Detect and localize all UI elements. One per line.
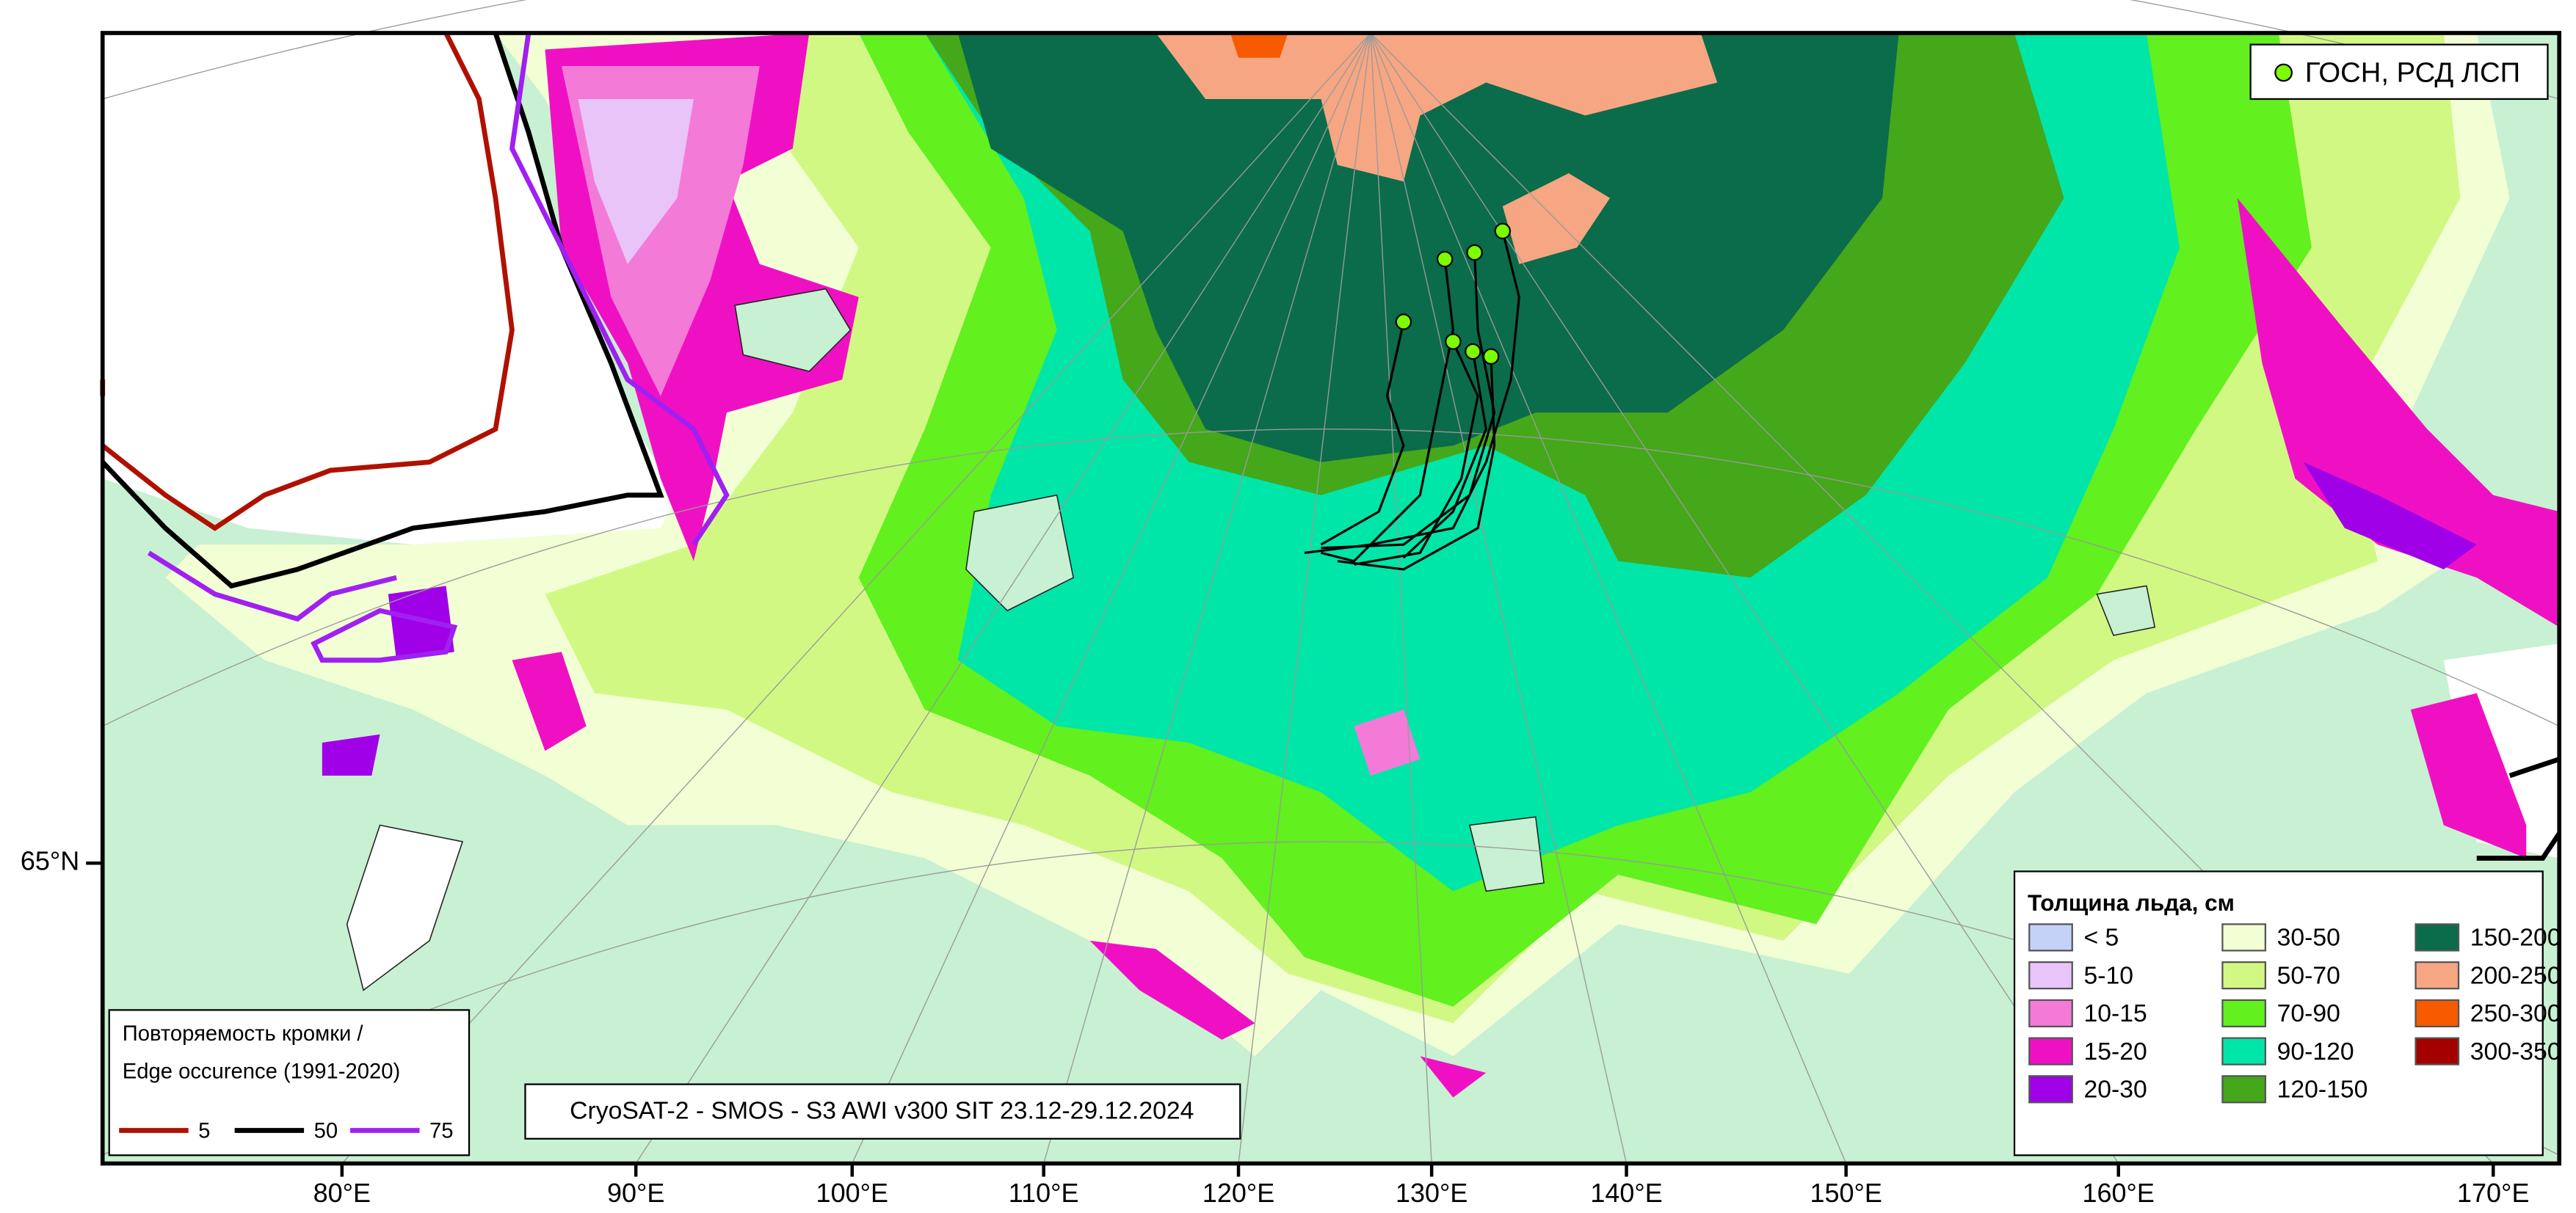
legend-swatch [2221, 1075, 2267, 1104]
ice-legend-title: Толщина льда, см [2028, 890, 2235, 916]
legend-swatch [2221, 923, 2267, 952]
source-box [524, 1083, 1241, 1140]
lon-label: 170°E [2457, 1178, 2529, 1208]
legend-swatch [2414, 923, 2460, 952]
lon-label: 100°E [816, 1178, 888, 1208]
lon-label: 140°E [1590, 1178, 1662, 1208]
ice-zone [322, 734, 380, 776]
station-legend-box [2249, 43, 2549, 101]
station [1395, 313, 1412, 330]
ice-zone [1089, 940, 1255, 1040]
edge-legend-title: Edge occurence (1991-2020) [123, 1060, 400, 1084]
legend-swatch [2028, 961, 2073, 990]
island [965, 494, 1075, 612]
edge-line [101, 32, 664, 589]
ice-zone [2303, 462, 2477, 569]
legend-swatch [2028, 999, 2073, 1027]
ice-zone [957, 32, 1899, 462]
lon-label: 160°E [2083, 1178, 2155, 1208]
station [1466, 244, 1483, 261]
legend-label: 10-15 [2084, 999, 2147, 1027]
edge-legend-label: 50 [314, 1120, 338, 1143]
station [1482, 348, 1500, 365]
ice-zone [512, 652, 587, 751]
lon-labels: 80°E 90°E 100°E 110°E 120°E 130°E 140°E 150°E 16… [313, 1163, 2529, 1208]
ice-zone [2410, 693, 2527, 859]
legend-label: 20-30 [2084, 1075, 2147, 1103]
ice-legend-items: < 5 5-10 10-15 15-20 20-30 30-50 50-70 70-90 90-… [2028, 923, 2561, 1104]
lon-label: 150°E [1810, 1178, 1882, 1208]
lon-label: 130°E [1396, 1178, 1467, 1208]
legend-label: 50-70 [2277, 961, 2340, 989]
legend-label: 70-90 [2277, 999, 2340, 1027]
legend-swatch [2414, 999, 2460, 1027]
legend-swatch [2221, 1037, 2267, 1066]
ice-zone [1502, 173, 1611, 264]
open-water [102, 32, 694, 578]
stations [1395, 222, 1512, 365]
station [1445, 333, 1462, 350]
lake [346, 824, 464, 991]
station [1465, 343, 1481, 360]
source-label: CryoSAT-2 - SMOS - S3 AWI v300 SIT 23.12… [570, 1097, 1194, 1125]
lon-label: 120°E [1202, 1178, 1274, 1208]
legend-label: 300-350 [2470, 1038, 2561, 1066]
edge-legend-label: 5 [198, 1120, 210, 1143]
edge-line [147, 32, 730, 663]
lon-label: 110°E [1009, 1178, 1079, 1208]
island [1468, 816, 1545, 892]
ice-zone [1230, 32, 1288, 58]
legend-swatch [2028, 923, 2073, 952]
lat-label: 65°N [21, 846, 79, 876]
legend-swatch [2414, 961, 2460, 990]
legend-label: 30-50 [2277, 924, 2340, 952]
station [1494, 222, 1512, 240]
legend-label: 5-10 [2084, 961, 2134, 989]
legend-label: 200-250 [2470, 961, 2561, 989]
legend-label: < 5 [2084, 924, 2119, 952]
island [2096, 585, 2156, 636]
ice-zone [1420, 1056, 1487, 1098]
map-frame [100, 31, 2562, 1166]
lon-label: 80°E [313, 1178, 371, 1208]
station-legend-marker [2274, 63, 2293, 82]
island [734, 288, 852, 372]
ice-zone [2237, 197, 2560, 627]
ice-zone [388, 586, 454, 660]
drift-tracks [1304, 230, 1520, 571]
ice-zone [578, 98, 694, 264]
legend-label: 120-150 [2277, 1075, 2368, 1103]
station [1436, 250, 1454, 268]
station-legend-label: ГОСН, РСД ЛСП [2305, 57, 2520, 88]
edge-legend-title: Повторяемость кромки / [123, 1022, 364, 1046]
legend-swatch [2028, 1075, 2073, 1104]
legend-label: 250-300 [2470, 999, 2561, 1027]
ice-zone [1354, 710, 1421, 776]
legend-label: 15-20 [2084, 1038, 2147, 1066]
lon-label: 90°E [607, 1178, 664, 1208]
legend-label: 90-120 [2277, 1038, 2354, 1066]
edge-legend-items: 5 50 75 [119, 1120, 454, 1143]
edge-legend-label: 75 [429, 1120, 454, 1143]
legend-swatch [2414, 1037, 2460, 1066]
edge-line [2476, 757, 2562, 861]
legend-label: 150-200 [2470, 924, 2561, 952]
legend-swatch [2221, 961, 2267, 990]
legend-swatch [2221, 999, 2267, 1027]
legend-swatch [2028, 1037, 2073, 1066]
